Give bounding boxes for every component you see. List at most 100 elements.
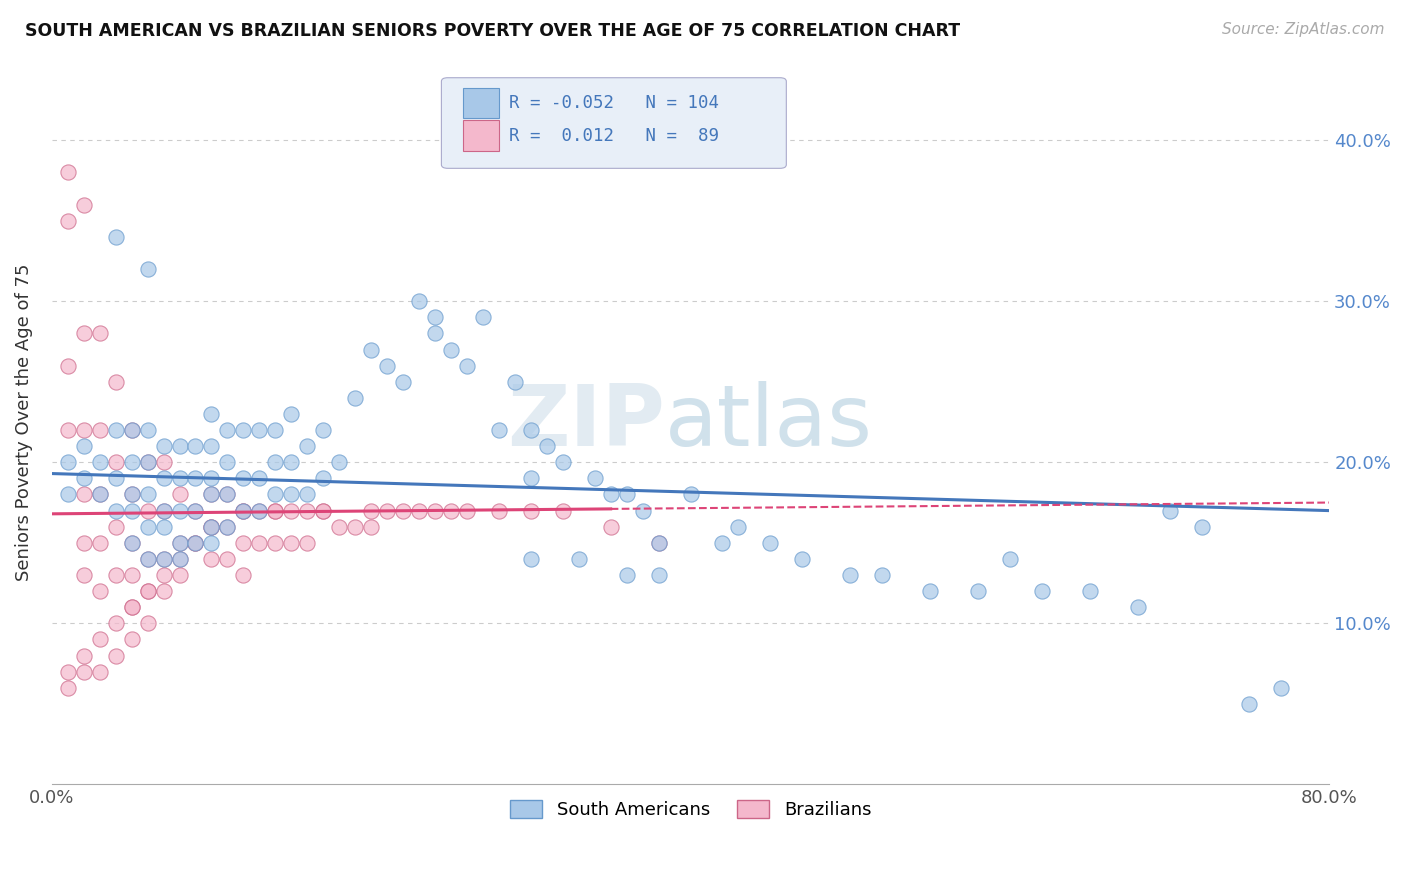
Point xyxy=(232,423,254,437)
Point xyxy=(56,681,79,695)
Point xyxy=(56,213,79,227)
Point xyxy=(471,310,494,325)
Point xyxy=(998,552,1021,566)
Point xyxy=(264,536,287,550)
Point xyxy=(456,359,478,373)
Point xyxy=(56,165,79,179)
Point xyxy=(599,519,621,533)
Point xyxy=(1031,584,1053,599)
Point xyxy=(89,665,111,679)
Point xyxy=(503,375,526,389)
Point xyxy=(73,536,96,550)
Y-axis label: Seniors Poverty Over the Age of 75: Seniors Poverty Over the Age of 75 xyxy=(15,263,32,581)
Point xyxy=(169,439,191,453)
Point xyxy=(73,439,96,453)
Point xyxy=(247,423,270,437)
Point xyxy=(56,423,79,437)
Point xyxy=(104,471,127,485)
Bar xyxy=(463,120,499,151)
Point xyxy=(599,487,621,501)
Point xyxy=(200,487,222,501)
Point xyxy=(184,439,207,453)
Point xyxy=(121,632,143,647)
Point xyxy=(136,262,159,277)
Point xyxy=(169,552,191,566)
Point xyxy=(488,503,510,517)
Point xyxy=(217,519,239,533)
Point xyxy=(152,503,174,517)
Point xyxy=(297,487,319,501)
Point xyxy=(169,536,191,550)
Point xyxy=(631,503,654,517)
Point xyxy=(89,326,111,341)
Point xyxy=(328,519,350,533)
Point xyxy=(839,568,862,582)
Point xyxy=(200,487,222,501)
Point xyxy=(121,423,143,437)
Point xyxy=(967,584,990,599)
Point xyxy=(312,503,335,517)
Point xyxy=(73,326,96,341)
Point xyxy=(104,375,127,389)
Point xyxy=(169,503,191,517)
Point xyxy=(583,471,606,485)
Point xyxy=(104,568,127,582)
Point xyxy=(184,536,207,550)
Point xyxy=(73,568,96,582)
Point xyxy=(121,487,143,501)
Point xyxy=(89,584,111,599)
Point xyxy=(423,310,446,325)
Point xyxy=(232,503,254,517)
Point xyxy=(264,503,287,517)
Point xyxy=(89,487,111,501)
Point xyxy=(1270,681,1292,695)
Legend: South Americans, Brazilians: South Americans, Brazilians xyxy=(502,792,879,826)
Point xyxy=(423,326,446,341)
Point xyxy=(918,584,941,599)
Text: ZIP: ZIP xyxy=(508,381,665,464)
Point xyxy=(89,632,111,647)
Point xyxy=(121,536,143,550)
Point xyxy=(169,487,191,501)
Point xyxy=(200,407,222,421)
Point xyxy=(232,568,254,582)
FancyBboxPatch shape xyxy=(441,78,786,169)
Point xyxy=(551,455,574,469)
Point xyxy=(169,568,191,582)
Point xyxy=(136,552,159,566)
Point xyxy=(375,359,398,373)
Point xyxy=(280,407,302,421)
Point xyxy=(184,503,207,517)
Point xyxy=(104,229,127,244)
Point xyxy=(121,536,143,550)
Point xyxy=(152,584,174,599)
Point xyxy=(89,487,111,501)
Point xyxy=(200,519,222,533)
Text: R =  0.012   N =  89: R = 0.012 N = 89 xyxy=(509,127,718,145)
Point xyxy=(280,503,302,517)
Point xyxy=(1078,584,1101,599)
Text: Source: ZipAtlas.com: Source: ZipAtlas.com xyxy=(1222,22,1385,37)
Point xyxy=(184,471,207,485)
Point xyxy=(121,600,143,615)
Point xyxy=(870,568,893,582)
Point xyxy=(152,519,174,533)
Point xyxy=(104,616,127,631)
Text: atlas: atlas xyxy=(665,381,873,464)
Point xyxy=(136,552,159,566)
Point xyxy=(89,423,111,437)
Point xyxy=(200,519,222,533)
Point xyxy=(73,648,96,663)
Point xyxy=(375,503,398,517)
Point xyxy=(408,503,430,517)
Point xyxy=(312,503,335,517)
Text: SOUTH AMERICAN VS BRAZILIAN SENIORS POVERTY OVER THE AGE OF 75 CORRELATION CHART: SOUTH AMERICAN VS BRAZILIAN SENIORS POVE… xyxy=(25,22,960,40)
Point xyxy=(360,503,382,517)
Point xyxy=(184,503,207,517)
Point xyxy=(184,536,207,550)
Point xyxy=(297,536,319,550)
Point xyxy=(152,503,174,517)
Point xyxy=(264,487,287,501)
Point xyxy=(169,471,191,485)
Point xyxy=(217,423,239,437)
